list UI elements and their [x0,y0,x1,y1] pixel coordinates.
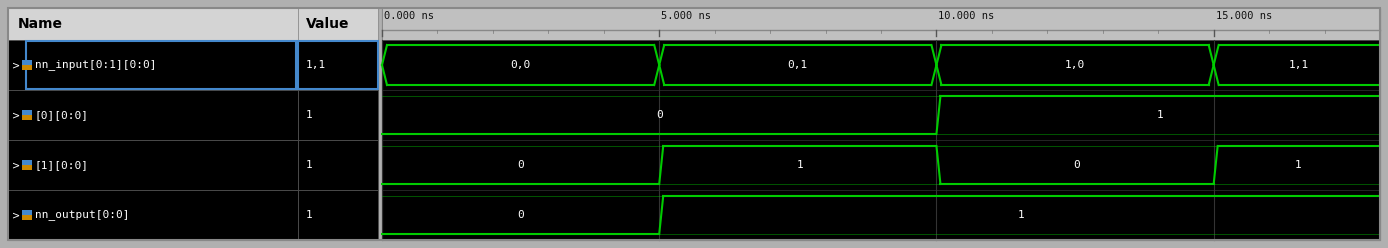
Bar [298,40,378,90]
Bar [22,110,32,120]
Text: 1,1: 1,1 [305,60,326,70]
Text: 1,1: 1,1 [1288,60,1309,70]
Text: 1: 1 [1156,110,1163,120]
Text: 1: 1 [305,110,312,120]
Text: 1: 1 [1295,160,1302,170]
Bar [8,8,378,240]
Bar [26,41,296,89]
Bar [8,140,298,190]
Text: 0,1: 0,1 [788,60,808,70]
Text: nn_input[0:1][0:0]: nn_input[0:1][0:0] [35,60,157,70]
Text: 1: 1 [305,160,312,170]
Bar [298,41,378,89]
Bar [22,115,32,120]
Text: [0][0:0]: [0][0:0] [35,110,89,120]
Bar [8,90,298,140]
Bar [22,65,32,70]
Bar [382,8,1380,240]
Bar [298,190,378,240]
Bar [22,160,32,170]
Bar [382,8,1380,40]
Text: 0.000 ns: 0.000 ns [384,11,434,21]
Text: >: > [12,210,19,220]
Text: 1: 1 [305,210,312,220]
Text: >: > [12,60,19,70]
Text: 0: 0 [1074,160,1080,170]
Text: >: > [12,160,19,170]
Bar [298,140,378,190]
Text: 0,0: 0,0 [511,60,530,70]
Text: Value: Value [305,17,350,31]
Text: 15.000 ns: 15.000 ns [1216,11,1271,21]
Bar [22,60,32,70]
Bar [22,215,32,220]
Text: >: > [12,110,19,120]
Bar [8,8,298,40]
Bar [22,165,32,170]
Text: 5.000 ns: 5.000 ns [661,11,711,21]
Bar [8,190,298,240]
Bar [298,8,378,40]
Text: Name: Name [18,17,62,31]
Text: [1][0:0]: [1][0:0] [35,160,89,170]
Text: 1: 1 [797,160,804,170]
Text: 1,0: 1,0 [1065,60,1085,70]
Text: 1: 1 [1017,210,1024,220]
Text: 0: 0 [657,110,662,120]
Text: 10.000 ns: 10.000 ns [938,11,995,21]
Bar [22,210,32,220]
Text: nn_output[0:0]: nn_output[0:0] [35,210,129,220]
Bar [298,90,378,140]
Text: 0: 0 [518,210,525,220]
Bar [8,40,298,90]
Text: 0: 0 [518,160,525,170]
